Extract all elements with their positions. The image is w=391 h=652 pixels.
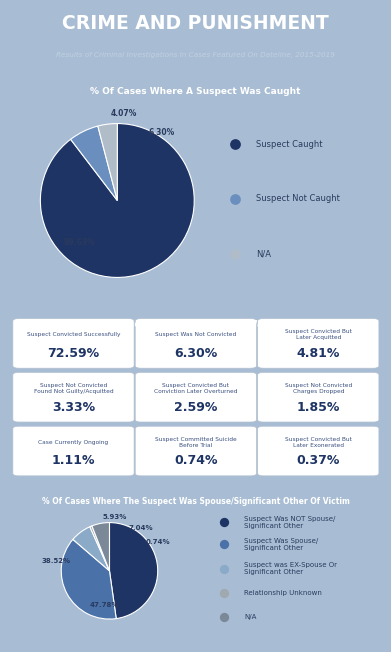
Wedge shape [92,523,109,571]
Text: Suspect Committed Suicide
Before Trial: Suspect Committed Suicide Before Trial [155,437,237,447]
Text: Suspect Not Convicted
Found Not Guilty/Acquitted: Suspect Not Convicted Found Not Guilty/A… [34,383,113,394]
Text: Suspect Was Spouse/
Significant Other: Suspect Was Spouse/ Significant Other [244,538,318,551]
Wedge shape [90,526,109,571]
Text: 1.11%: 1.11% [52,454,95,467]
FancyBboxPatch shape [135,426,256,476]
Text: 89.63%: 89.63% [63,238,95,247]
Wedge shape [98,123,117,200]
Text: Suspect Convicted Successfully: Suspect Convicted Successfully [27,332,120,337]
Text: Suspect Convicted But
Conviction Later Overturned: Suspect Convicted But Conviction Later O… [154,383,238,394]
Text: % Of Cases Where A Suspect Was Caught: % Of Cases Where A Suspect Was Caught [90,87,301,96]
Point [221,517,228,527]
FancyBboxPatch shape [258,319,379,368]
Text: Suspect Not Convicted
Charges Dropped: Suspect Not Convicted Charges Dropped [285,383,352,394]
Point [221,539,228,550]
Text: 6.30%: 6.30% [149,128,175,138]
FancyBboxPatch shape [135,372,256,422]
FancyBboxPatch shape [258,372,379,422]
Text: 2.59%: 2.59% [174,400,217,413]
Text: N/A: N/A [256,249,271,258]
Text: 38.52%: 38.52% [42,558,71,564]
Text: 4.81%: 4.81% [296,347,340,360]
Wedge shape [61,539,116,619]
Text: 0.74%: 0.74% [145,539,170,545]
FancyBboxPatch shape [13,372,134,422]
Text: Suspect Convicted But
Later Acquitted: Suspect Convicted But Later Acquitted [285,329,352,340]
Text: 3.33%: 3.33% [52,400,95,413]
Text: Case Currently Ongoing: Case Currently Ongoing [38,439,109,445]
Point [231,139,238,149]
Text: N/A: N/A [244,614,256,619]
Text: 0.74%: 0.74% [174,454,218,467]
Text: Suspect Convicted But
Later Exonerated: Suspect Convicted But Later Exonerated [285,437,352,447]
Text: Suspect Was NOT Spouse/
Significant Other: Suspect Was NOT Spouse/ Significant Othe… [244,516,335,529]
FancyBboxPatch shape [13,319,134,368]
Text: 1.85%: 1.85% [296,400,340,413]
Text: Suspect was EX-Spouse Or
Significant Other: Suspect was EX-Spouse Or Significant Oth… [244,562,337,575]
FancyBboxPatch shape [135,319,256,368]
Text: CRIME AND PUNISHMENT: CRIME AND PUNISHMENT [62,14,329,33]
Text: 5.93%: 5.93% [102,514,127,520]
Point [221,612,228,622]
Point [231,248,238,259]
Text: Suspect Was Not Convicted: Suspect Was Not Convicted [155,332,237,337]
Text: % Of Cases Where The Suspect Was Spouse/Significant Other Of Victim: % Of Cases Where The Suspect Was Spouse/… [41,497,350,506]
FancyBboxPatch shape [258,426,379,476]
Text: 0.37%: 0.37% [296,454,340,467]
Point [221,588,228,599]
Text: Suspect Not Caught: Suspect Not Caught [256,194,341,203]
FancyBboxPatch shape [13,426,134,476]
Text: Results of Criminal Investigations In Cases Featured On Dateline, 2015-2019: Results of Criminal Investigations In Ca… [56,52,335,58]
Text: 47.78%: 47.78% [90,602,119,608]
Text: 72.59%: 72.59% [47,347,100,360]
Text: Suspect Caught: Suspect Caught [256,140,323,149]
Wedge shape [40,123,194,277]
Wedge shape [73,527,109,571]
Text: 7.04%: 7.04% [129,526,153,531]
Wedge shape [71,126,117,200]
Point [221,563,228,574]
Text: 6.30%: 6.30% [174,347,217,360]
Text: Case Outcomes After A Suspect Was Caught: Case Outcomes After A Suspect Was Caught [83,320,308,329]
Point [231,194,238,204]
Wedge shape [109,523,158,619]
Text: 4.07%: 4.07% [110,109,136,118]
Text: Relationship Unknown: Relationship Unknown [244,590,322,596]
